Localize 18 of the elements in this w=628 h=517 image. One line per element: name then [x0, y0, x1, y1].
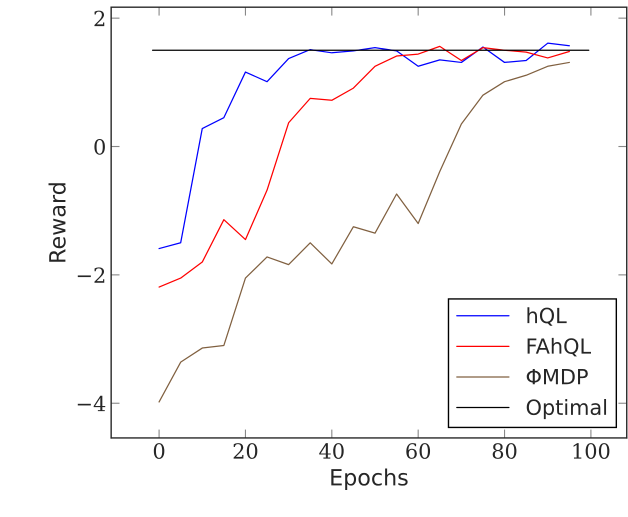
y-tick-label: −2	[78, 267, 104, 283]
x-tick-label: 0	[154, 443, 164, 459]
legend-label: Optimal	[526, 398, 606, 420]
line-series	[158, 42, 570, 250]
legend-label: ΦMDP	[526, 369, 588, 384]
x-tick-label: 20	[234, 443, 258, 459]
y-axis-title: Reward	[48, 183, 66, 262]
y-tick-label: −4	[78, 396, 106, 412]
y-tick-label: 0	[94, 138, 105, 155]
x-tick-label: 80	[492, 443, 516, 459]
x-axis-title: Epochs	[331, 468, 408, 490]
x-tick-label: 100	[574, 443, 610, 459]
line-series	[158, 46, 570, 288]
x-tick-label: 60	[406, 443, 430, 459]
legend-label: hQL	[527, 307, 567, 326]
y-tick-label: 2	[94, 10, 104, 26]
x-tick-label: 40	[319, 443, 344, 459]
legend-label: FAhQL	[528, 338, 591, 356]
